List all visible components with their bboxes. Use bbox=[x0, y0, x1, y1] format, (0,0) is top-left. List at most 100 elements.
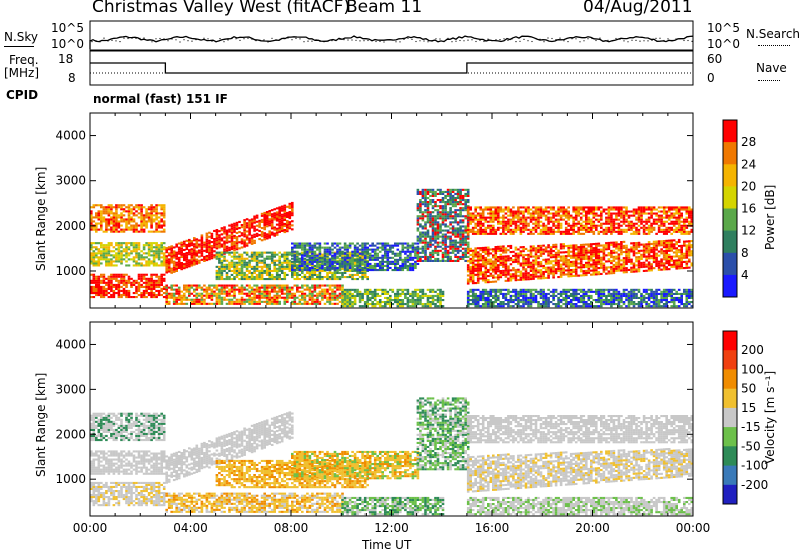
heatmap-cell bbox=[127, 254, 131, 257]
heatmap-cell bbox=[248, 300, 251, 303]
heatmap-cell bbox=[446, 201, 450, 204]
heatmap-cell bbox=[424, 205, 427, 208]
heatmap-cell bbox=[253, 290, 256, 293]
heatmap-cell bbox=[657, 230, 661, 233]
heatmap-cell bbox=[341, 286, 344, 289]
heatmap-cell bbox=[456, 247, 460, 250]
heatmap-cell bbox=[110, 204, 113, 207]
heatmap-cell bbox=[414, 294, 417, 297]
heatmap-cell bbox=[283, 273, 287, 276]
heatmap-cell bbox=[245, 298, 249, 301]
heatmap-cell bbox=[424, 243, 427, 246]
heatmap-cell bbox=[250, 251, 254, 254]
heatmap-cell bbox=[341, 294, 344, 297]
heatmap-cell bbox=[117, 244, 121, 247]
noise-strip-frame bbox=[89, 20, 694, 51]
heatmap-cell bbox=[434, 251, 437, 254]
heatmap-cell bbox=[321, 298, 324, 301]
heatmap-cell bbox=[165, 271, 168, 274]
heatmap-cell bbox=[346, 290, 349, 293]
heatmap-cell bbox=[650, 212, 653, 215]
heatmap-cell bbox=[150, 230, 153, 233]
heatmap-cell bbox=[426, 213, 430, 216]
heatmap-cell bbox=[265, 215, 269, 218]
heatmap-cell bbox=[142, 264, 146, 267]
heatmap-cell bbox=[278, 290, 281, 293]
heatmap-cell bbox=[414, 250, 417, 253]
nsearch-dot bbox=[627, 41, 629, 43]
heatmap-cell bbox=[157, 224, 161, 227]
heatmap-cell bbox=[439, 188, 442, 191]
heatmap-cell bbox=[245, 261, 249, 264]
heatmap-cell bbox=[117, 220, 121, 223]
heatmap-cell bbox=[308, 246, 312, 249]
heatmap-cell bbox=[288, 290, 292, 293]
heatmap-cell bbox=[117, 214, 121, 217]
heatmap-cell bbox=[459, 207, 462, 210]
heatmap-cell bbox=[456, 197, 460, 200]
heatmap-cell bbox=[265, 257, 269, 260]
heatmap-cell bbox=[441, 237, 445, 240]
heatmap-cell bbox=[675, 230, 678, 233]
heatmap-cell bbox=[562, 230, 565, 233]
heatmap-cell bbox=[346, 256, 349, 259]
heatmap-cell bbox=[258, 271, 261, 274]
heatmap-cell bbox=[142, 218, 146, 221]
heatmap-cell bbox=[127, 279, 131, 282]
heatmap-cell bbox=[645, 208, 648, 211]
heatmap-cell bbox=[253, 278, 256, 281]
heatmap-cell bbox=[152, 273, 156, 276]
heatmap-cell bbox=[175, 243, 178, 246]
heatmap-cell bbox=[250, 276, 254, 279]
heatmap-cell bbox=[223, 298, 226, 301]
heatmap-cell bbox=[115, 212, 118, 215]
heatmap-cell bbox=[630, 228, 633, 231]
heatmap-cell bbox=[250, 288, 254, 291]
heatmap-cell bbox=[260, 253, 264, 256]
heatmap-cell bbox=[346, 246, 349, 249]
heatmap-cell bbox=[564, 222, 568, 225]
heatmap-cell bbox=[522, 220, 525, 223]
heatmap-cell bbox=[672, 224, 676, 227]
heatmap-cell bbox=[152, 281, 156, 284]
heatmap-cell bbox=[102, 250, 106, 253]
nsearch-dot bbox=[435, 38, 437, 40]
heatmap-cell bbox=[95, 289, 98, 292]
heatmap-cell bbox=[358, 252, 362, 255]
heatmap-cell bbox=[100, 287, 103, 290]
heatmap-cell bbox=[278, 218, 281, 221]
heatmap-cell bbox=[469, 228, 472, 231]
heatmap-cell bbox=[215, 292, 219, 295]
heatmap-cell bbox=[333, 266, 337, 269]
heatmap-cell bbox=[436, 237, 440, 240]
heatmap-cell bbox=[647, 206, 651, 209]
heatmap-cell bbox=[137, 285, 141, 288]
heatmap-cell bbox=[286, 228, 289, 231]
heatmap-cell bbox=[107, 222, 111, 225]
heatmap-cell bbox=[645, 218, 648, 221]
heatmap-cell bbox=[248, 225, 251, 228]
heatmap-cell bbox=[306, 258, 309, 261]
heatmap-cell bbox=[160, 220, 163, 223]
heatmap-cell bbox=[338, 269, 342, 272]
heatmap-cell bbox=[195, 246, 199, 249]
heatmap-cell bbox=[203, 294, 206, 297]
heatmap-cell bbox=[100, 218, 103, 221]
heatmap-cell bbox=[270, 288, 274, 291]
heatmap-cell bbox=[331, 292, 334, 295]
heatmap-cell bbox=[451, 243, 455, 246]
heatmap-cell bbox=[494, 216, 498, 219]
heatmap-cell bbox=[215, 229, 219, 232]
heatmap-cell bbox=[132, 250, 136, 253]
heatmap-cell bbox=[286, 211, 289, 214]
heatmap-cell bbox=[147, 252, 151, 255]
heatmap-cell bbox=[286, 296, 289, 299]
heatmap-cell bbox=[235, 242, 239, 245]
heatmap-cell bbox=[429, 296, 432, 299]
heatmap-cell bbox=[434, 215, 437, 218]
heatmap-cell bbox=[228, 248, 231, 251]
heatmap-cell bbox=[421, 251, 425, 254]
heatmap-cell bbox=[230, 235, 234, 238]
heatmap-cell bbox=[230, 239, 234, 242]
nsearch-dot bbox=[219, 38, 221, 40]
